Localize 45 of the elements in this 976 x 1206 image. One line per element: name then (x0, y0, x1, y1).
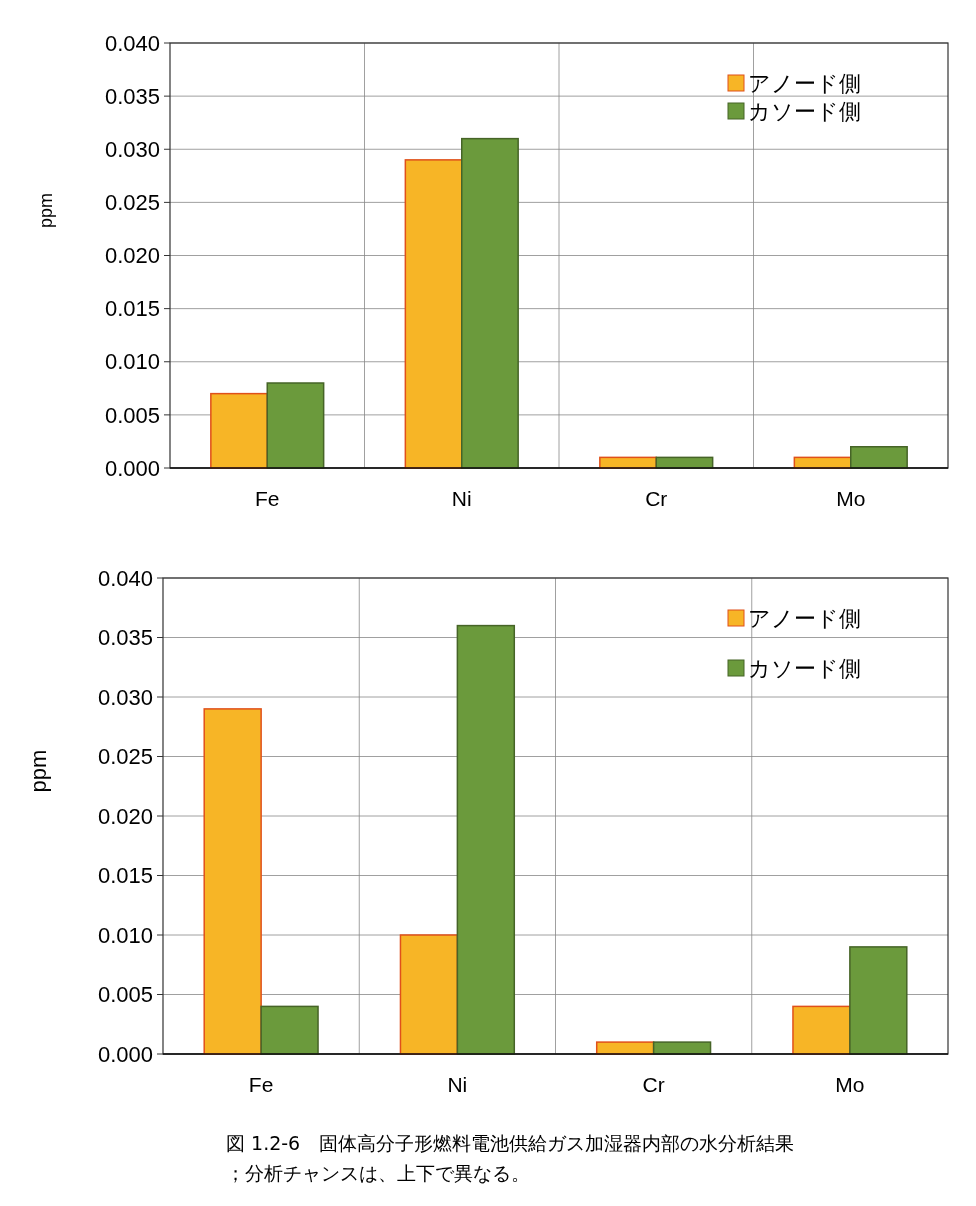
bar (850, 446, 908, 469)
y-tick-label: 0.000 (104, 455, 160, 481)
legend-label: アノード側 (748, 605, 861, 631)
y-tick-label: 0.025 (104, 190, 160, 216)
legend-label: カソード側 (748, 655, 861, 681)
bar (260, 1005, 319, 1055)
y-tick-label: 0.035 (104, 83, 160, 109)
y-tick-label: 0.015 (104, 296, 160, 322)
y-tick-label: 0.020 (104, 243, 160, 269)
x-tick-label: Mo (835, 1073, 865, 1096)
y-tick-label: 0.030 (104, 136, 160, 162)
y-tick-label: 0.040 (97, 565, 153, 591)
y-tick-label: 0.000 (97, 1041, 153, 1067)
bar (456, 624, 516, 1055)
y-tick-label: 0.010 (97, 922, 153, 948)
y-tick-label: 0.035 (97, 625, 153, 651)
legend-label: アノード側 (748, 70, 861, 96)
x-tick-label: Cr (645, 487, 668, 510)
caption: 図 1.2-6 固体高分子形燃料電池供給ガス加湿器内部の水分析結果 (226, 1132, 795, 1154)
bar (210, 392, 268, 469)
y-tick-label: 0.015 (97, 863, 153, 889)
y-tick-label: 0.025 (97, 744, 153, 770)
y-tick-label: 0.005 (97, 982, 153, 1008)
y-tick-label: 0.040 (104, 30, 160, 56)
y-tick-label: 0.030 (97, 684, 153, 710)
y-tick-label: 0.020 (97, 803, 153, 829)
bar (399, 934, 459, 1055)
bar (404, 159, 463, 469)
bar (792, 1005, 851, 1055)
bar (461, 137, 519, 469)
y-axis-title: ppm (36, 192, 56, 229)
text: ；分析チャンスは、上下で異なる。 (226, 1162, 530, 1184)
x-tick-label: Mo (836, 487, 866, 510)
bar (266, 382, 325, 469)
y-tick-label: 0.010 (104, 349, 160, 375)
x-tick-label: Cr (642, 1073, 665, 1096)
x-tick-label: Ni (451, 487, 472, 510)
y-axis-title: ppm (26, 749, 51, 793)
x-tick-label: Fe (254, 487, 280, 510)
x-tick-label: Fe (248, 1073, 274, 1096)
bar (849, 946, 908, 1055)
x-tick-label: Ni (447, 1073, 468, 1096)
y-tick-label: 0.005 (104, 402, 160, 428)
legend-label: カソード側 (748, 98, 861, 124)
bar (203, 708, 262, 1055)
